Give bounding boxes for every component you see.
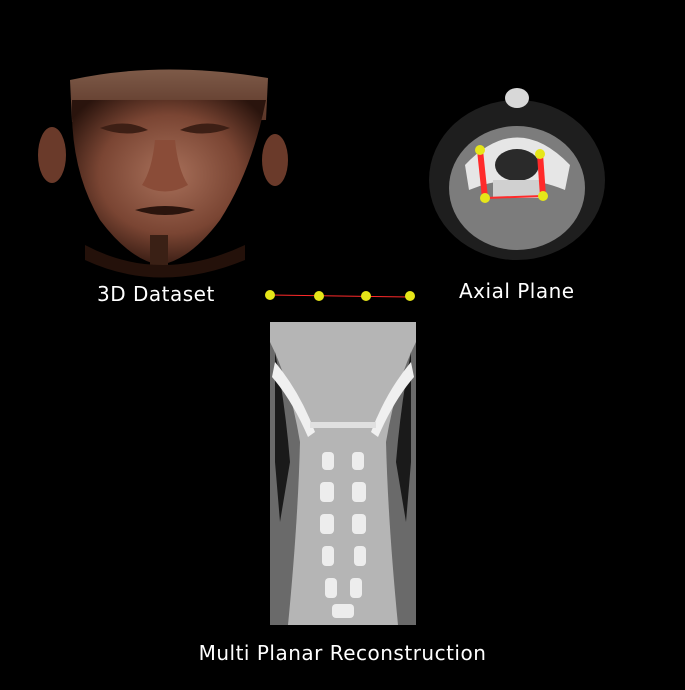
axial-control-point[interactable] [535,149,545,159]
curve-control-point[interactable] [361,291,371,301]
axial-marker-left [477,149,488,199]
mpr-spine [320,452,366,618]
mpr-right-bone [371,362,414,437]
curve-path[interactable] [255,280,425,312]
axial-airway [495,149,539,181]
label-mpr: Multi Planar Reconstruction [198,641,487,665]
mpr-right-airway [396,352,411,522]
axial-marker-base [484,195,544,199]
mpr-jaw-line [310,422,376,428]
jaw-shadow [85,245,245,278]
label-3d-dataset: 3D Dataset [97,282,215,306]
curve-control-point[interactable] [265,290,275,300]
axial-plane-slice [429,88,605,260]
axial-control-point[interactable] [538,191,548,201]
right-eye [180,123,230,134]
curve-line [269,294,411,298]
left-eye [100,123,148,134]
axial-jaw [493,180,543,198]
label-axial-plane: Axial Plane [459,279,575,303]
neck [150,235,168,273]
mouth [135,206,195,215]
curve-control-point[interactable] [405,291,415,301]
axial-vertebra [505,88,529,108]
axial-control-point[interactable] [475,145,485,155]
right-ear [262,134,288,186]
axial-marker-right [537,153,546,197]
nose [142,140,188,192]
3d-dataset-render [38,69,288,278]
axial-control-point[interactable] [480,193,490,203]
left-ear [38,127,66,183]
curve-control-point[interactable] [314,291,324,301]
mpr-left-airway [275,352,290,522]
mpr-left-bone [272,362,315,437]
mpr-image [270,322,416,625]
